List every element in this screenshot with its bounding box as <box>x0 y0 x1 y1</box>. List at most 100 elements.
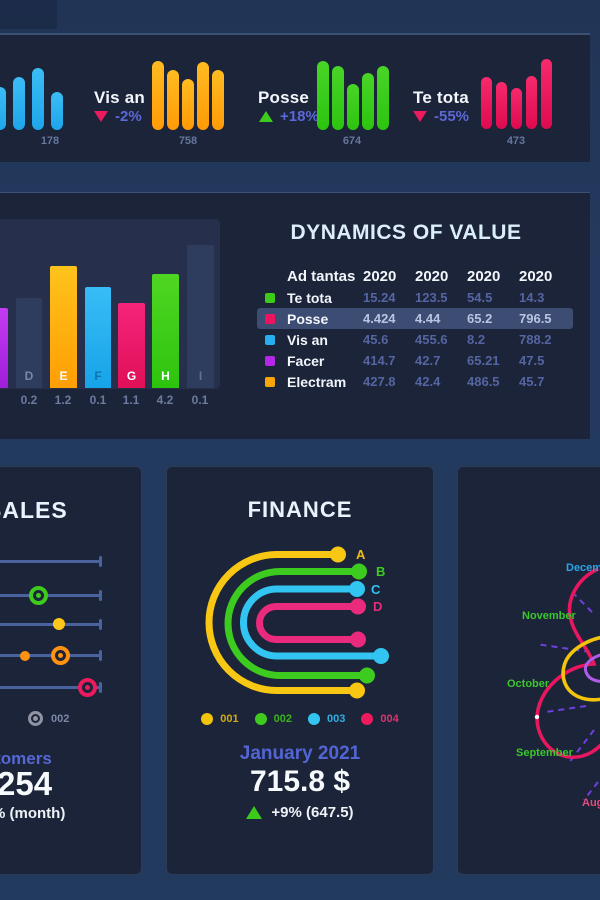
violet-loop-curve <box>583 653 600 683</box>
slider-handle-green[interactable] <box>29 586 48 605</box>
curve-C-start-dot <box>349 581 365 597</box>
slider-track[interactable] <box>0 594 100 597</box>
month-label-august: August <box>582 797 600 809</box>
legend-item-003[interactable]: 003 <box>308 713 345 725</box>
slider-handle-pink[interactable] <box>78 678 97 697</box>
stat-delta-te-tota: -55% <box>413 108 469 125</box>
cell: 45.6 <box>363 332 389 347</box>
slider-dot-orange[interactable] <box>20 651 30 661</box>
series-swatch <box>265 334 275 345</box>
cell: 796.5 <box>519 311 552 326</box>
table-row-electram[interactable]: Electram 427.8 42.4 486.5 45.7 <box>257 371 573 392</box>
bar <box>197 62 209 130</box>
legend-dot <box>361 713 374 725</box>
cell: 15.24 <box>363 290 396 305</box>
slider-handle-orange[interactable] <box>51 646 70 665</box>
cell: 486.5 <box>467 374 500 389</box>
bar-E[interactable] <box>50 266 77 388</box>
curve-D-end-dot <box>350 631 366 648</box>
table-row-posse-selected[interactable]: Posse 4.424 4.44 65.2 796.5 <box>257 308 573 329</box>
table-row-facer[interactable]: Facer 414.7 42.7 65.21 47.5 <box>257 350 573 371</box>
trend-up-icon <box>246 806 263 819</box>
cell: 14.3 <box>519 290 545 305</box>
slider-track[interactable] <box>0 686 100 689</box>
delta-value: -55% <box>434 108 470 125</box>
table-row-vis-an[interactable]: Vis an 45.6 455.6 8.2 788.2 <box>257 329 573 350</box>
bar <box>541 59 552 129</box>
finance-delta: +9% (647.5) <box>166 804 434 821</box>
mini-bar-chart-orange <box>152 61 224 130</box>
slider-handle-yellow[interactable] <box>53 618 65 630</box>
cell: 42.7 <box>415 353 441 368</box>
bar <box>332 66 344 130</box>
row-label: Te tota <box>287 289 332 306</box>
legend-item-002[interactable]: 002 <box>254 713 292 725</box>
slider-legend-label: 002 <box>51 713 70 725</box>
row-label: Posse <box>287 310 329 327</box>
slider-legend-ring <box>28 711 43 726</box>
bar-G[interactable] <box>118 303 145 388</box>
cell: 788.2 <box>519 332 552 347</box>
delta-value: +9% (647.5) <box>271 804 354 821</box>
bar <box>13 77 25 130</box>
mini-bar-chart-green <box>317 61 389 130</box>
stat-value: 473 <box>506 135 526 147</box>
bar-H[interactable] <box>152 274 179 388</box>
month-label-november: November <box>522 610 577 622</box>
bar-category: G <box>126 369 137 383</box>
curve-C-end-dot <box>373 648 389 664</box>
slider-end-tick <box>99 682 102 693</box>
slider-track[interactable] <box>0 560 100 563</box>
month-label-september: September <box>516 747 574 759</box>
slider-end-tick <box>99 556 102 567</box>
slider-end-tick <box>99 619 102 630</box>
legend-item-001[interactable]: 001 <box>201 713 239 725</box>
bar <box>526 76 537 129</box>
slider-track[interactable] <box>0 623 100 626</box>
curve-A <box>205 551 357 694</box>
curve-D <box>256 603 358 643</box>
bar-value: 1.2 <box>54 393 72 407</box>
bar-category: I <box>198 369 203 383</box>
slider-end-tick <box>99 650 102 661</box>
stat-value: 758 <box>178 135 198 147</box>
bar <box>167 70 179 130</box>
cell: 4.424 <box>363 311 396 326</box>
finance-amount: 715.8 $ <box>249 765 351 798</box>
table-header-row: Ad tantas 2020 2020 2020 2020 <box>257 266 573 287</box>
slider-track[interactable] <box>0 654 100 657</box>
bar-category: H <box>161 369 170 383</box>
cell: 65.21 <box>467 353 500 368</box>
curve-D-start-dot <box>350 598 366 615</box>
finance-card <box>166 466 434 875</box>
bar <box>0 87 6 130</box>
bar-purple[interactable] <box>0 308 8 388</box>
curve-A-start-dot <box>330 546 346 563</box>
bar-value: 0.1 <box>191 393 209 407</box>
stat-label-posse: Posse <box>258 88 310 107</box>
bar-F[interactable] <box>85 287 111 388</box>
metric-value: 254 <box>0 765 53 802</box>
curve-C <box>240 585 381 660</box>
bar <box>511 88 522 129</box>
cell: 54.5 <box>467 290 493 305</box>
series-swatch <box>265 355 275 366</box>
metric-label: Customers <box>0 749 52 768</box>
cell: 45.7 <box>519 374 545 389</box>
table-header-label: Ad tantas <box>287 268 356 285</box>
point-label-D: D <box>373 599 382 614</box>
bar-I[interactable] <box>187 245 214 388</box>
bar-D[interactable] <box>16 298 42 388</box>
bar-value: 0.1 <box>89 393 107 407</box>
table-row-te-tota[interactable]: Te tota 15.24 123.5 54.5 14.3 <box>257 287 573 308</box>
yellow-loop-curve <box>561 635 600 702</box>
finance-legend: 001 002 003 004 <box>166 713 434 725</box>
trend-up-icon <box>259 111 273 122</box>
legend-item-004[interactable]: 004 <box>361 713 399 725</box>
series-swatch <box>265 313 275 324</box>
delta-value: +18% <box>280 108 319 125</box>
curve-B <box>224 568 367 679</box>
legend-label: 002 <box>273 713 292 725</box>
stat-value: 674 <box>342 135 362 147</box>
